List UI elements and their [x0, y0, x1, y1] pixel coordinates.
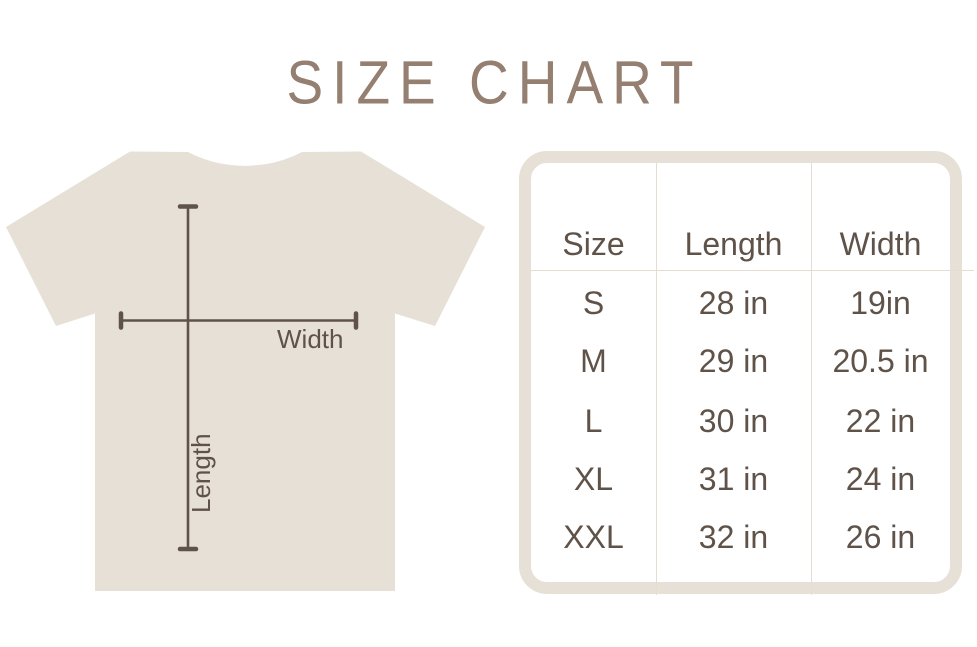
svg-text:Width: Width: [277, 324, 343, 354]
svg-text:Length: Length: [186, 433, 216, 513]
